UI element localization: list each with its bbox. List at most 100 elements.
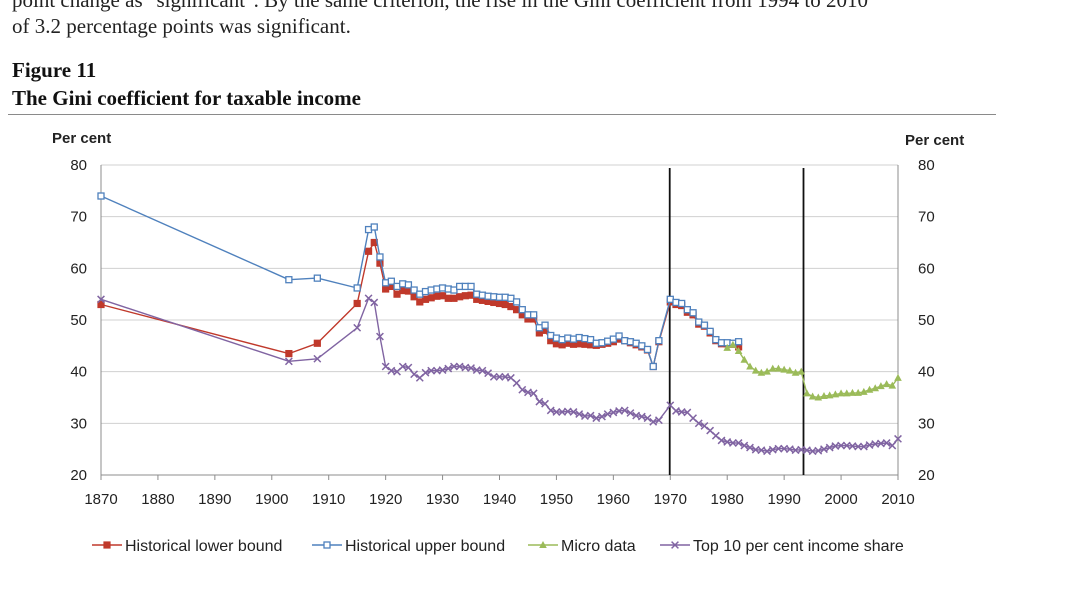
data-point <box>894 434 902 443</box>
data-point <box>285 349 293 358</box>
data-point <box>734 347 743 354</box>
data-point <box>364 247 373 255</box>
legend-label: Micro data <box>561 538 636 555</box>
x-tick-label: 1910 <box>312 491 345 508</box>
data-point <box>797 367 806 375</box>
data-point <box>387 277 395 285</box>
data-point <box>643 414 652 423</box>
y-tick-label-left: 80 <box>70 157 87 174</box>
data-point <box>410 370 419 379</box>
data-point <box>837 389 845 397</box>
legend-label: Historical upper bound <box>345 538 505 555</box>
data-point <box>609 408 618 417</box>
series-historical-upper-bound <box>97 192 743 371</box>
vertical-markers <box>668 168 805 475</box>
data-point <box>854 442 863 451</box>
legend-label: Historical lower bound <box>125 538 282 555</box>
data-point <box>450 362 458 371</box>
data-point <box>376 253 384 261</box>
data-point <box>97 295 105 304</box>
y-axis-title-right: Per cent <box>905 132 964 149</box>
data-point <box>728 439 737 447</box>
figure-title: The Gini coefficient for taxable income <box>12 86 361 110</box>
data-point <box>285 276 293 284</box>
x-tick-label: 1930 <box>426 491 459 508</box>
data-point <box>575 410 584 418</box>
data-point <box>438 366 447 375</box>
data-point <box>689 309 697 317</box>
data-point <box>512 379 521 387</box>
data-point <box>854 388 862 396</box>
data-point <box>655 337 663 345</box>
legend-item: Historical lower bound <box>92 538 282 555</box>
data-point <box>410 286 418 294</box>
x-tick-label: 1890 <box>198 491 231 508</box>
data-point <box>353 323 362 332</box>
data-point <box>478 366 487 375</box>
data-point <box>803 389 811 397</box>
data-point <box>729 340 737 348</box>
data-point <box>877 382 885 390</box>
data-point <box>723 343 732 351</box>
data-point <box>740 355 749 363</box>
data-point <box>598 412 606 421</box>
data-point <box>666 401 675 410</box>
legend-item: Micro data <box>528 538 636 555</box>
data-point <box>541 321 549 329</box>
data-point <box>620 406 629 415</box>
title-divider <box>8 114 996 115</box>
data-point <box>820 391 828 399</box>
x-tick-label: 1900 <box>255 491 288 508</box>
data-point <box>814 393 823 401</box>
data-point <box>518 385 527 394</box>
data-point <box>763 367 771 375</box>
data-point <box>746 443 754 452</box>
legend-label: Top 10 per cent income share <box>693 538 904 555</box>
data-point <box>842 389 851 397</box>
data-point <box>717 436 726 445</box>
data-point <box>740 441 749 450</box>
x-tick-label: 1950 <box>540 491 573 508</box>
data-point <box>808 392 817 400</box>
series-line <box>100 297 899 452</box>
y-tick-label-right: 30 <box>918 415 935 432</box>
data-point <box>552 408 561 416</box>
data-point <box>284 357 293 366</box>
data-point <box>774 364 783 372</box>
data-point <box>848 388 857 396</box>
figure-number: Figure 11 <box>12 58 97 82</box>
data-point <box>871 384 880 392</box>
data-point <box>421 368 430 377</box>
data-point <box>484 369 493 378</box>
x-tick-label: 1880 <box>141 491 174 508</box>
y-tick-label-left: 50 <box>70 312 87 329</box>
data-point <box>97 300 105 309</box>
data-point <box>364 294 373 303</box>
y-tick-label-right: 60 <box>918 260 935 277</box>
data-point <box>734 338 743 346</box>
body-text-line: of 3.2 percentage points was significant… <box>12 14 351 38</box>
data-point <box>882 380 891 388</box>
data-point <box>381 362 390 371</box>
data-point <box>678 299 686 308</box>
data-point <box>860 387 868 395</box>
x-tick-label: 2000 <box>824 491 857 508</box>
data-point <box>489 372 498 381</box>
x-tick-label: 1990 <box>767 491 800 508</box>
data-point <box>654 416 663 425</box>
data-point <box>97 192 105 200</box>
data-point <box>859 442 868 451</box>
x-tick-label: 2010 <box>881 491 914 508</box>
series-top-10-per-cent-income-share <box>97 294 902 456</box>
data-point <box>467 282 475 291</box>
data-point <box>820 445 828 454</box>
data-point <box>637 412 646 421</box>
legend-swatch-marker <box>323 541 331 549</box>
y-tick-label-left: 70 <box>70 209 87 226</box>
data-point <box>865 385 874 393</box>
body-text-line-cut: point change as "significant". By the sa… <box>12 0 868 12</box>
data-point <box>649 362 657 371</box>
legend: Historical lower bound Historical upper b… <box>92 538 904 555</box>
data-point <box>313 274 321 282</box>
data-point <box>894 373 902 381</box>
